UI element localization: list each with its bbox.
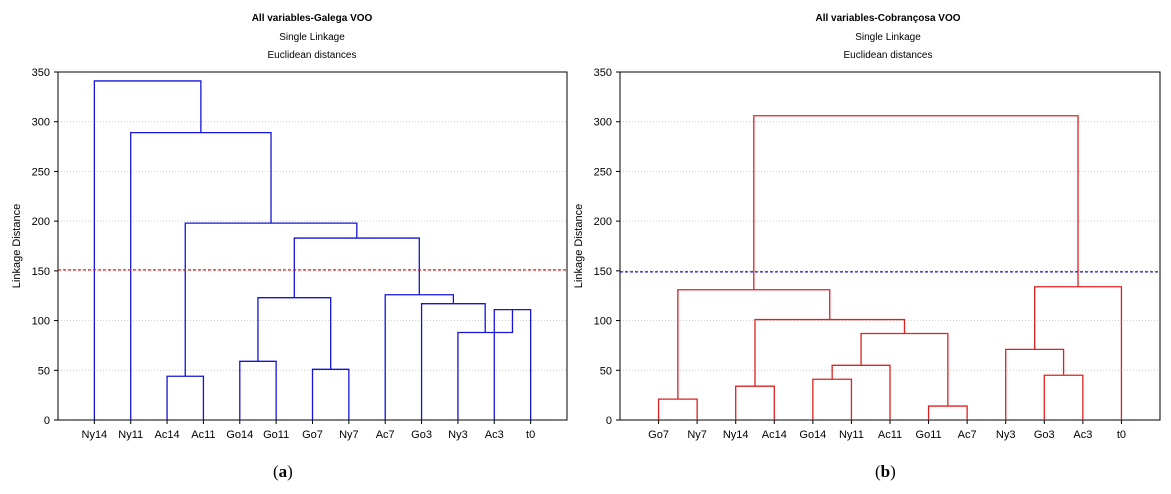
dendrogram-link [1005, 348, 1065, 420]
leaf-label: Go3 [1034, 429, 1055, 441]
leaf-label: Ac7 [376, 429, 395, 441]
y-tick-label: 250 [32, 166, 50, 178]
y-tick-label: 0 [606, 415, 612, 427]
plot-frame [57, 71, 568, 421]
y-tick-label: 150 [594, 266, 612, 278]
figure: All variables-Galega VOO Single Linkage Eu… [11, 13, 1161, 441]
y-axis-label: Linkage Distance [573, 204, 585, 288]
leaf-label: Go11 [263, 429, 289, 441]
leaf-label: Ny7 [687, 429, 707, 441]
chart-panel-a: All variables-Galega VOO Single Linkage Eu… [11, 13, 568, 441]
chart-title: All variables-Galega VOO [252, 13, 373, 24]
leaf-label: Go14 [799, 429, 826, 441]
y-tick-label: 150 [32, 266, 50, 278]
dendrogram-link [754, 318, 906, 387]
dendrogram-link [257, 297, 332, 370]
leaf-label: Go14 [226, 429, 253, 441]
y-tick-label: 100 [32, 316, 50, 328]
leaf-label: Ac11 [191, 429, 215, 441]
dendrogram-link [735, 385, 775, 420]
chart-subtitle: Euclidean distances [268, 50, 357, 61]
caption-open-paren: ( [273, 462, 279, 481]
leaf-label: Go7 [648, 429, 669, 441]
chart-subtitle: Euclidean distances [844, 50, 933, 61]
dendrogram-link [457, 309, 514, 420]
dendrogram-link [677, 289, 831, 400]
caption-a: (a) [273, 462, 293, 482]
dendrogram-link [166, 375, 205, 420]
leaf-label: Ac11 [878, 429, 902, 441]
dendrogram-link [384, 294, 455, 420]
chart-panel-b: All variables-Cobrançosa VOO Single Linka… [573, 13, 1161, 441]
y-tick-label: 50 [600, 365, 612, 377]
dendrogram-link [753, 115, 1079, 290]
dendrogram-link [860, 332, 949, 407]
caption-close-paren: ) [287, 462, 293, 481]
leaf-label: Ac7 [958, 429, 977, 441]
caption-letter: a [278, 462, 288, 481]
leaf-label: Ny3 [996, 429, 1016, 441]
leaf-label: Ny14 [723, 429, 749, 441]
caption-close-paren: ) [890, 462, 896, 481]
leaf-label: Go11 [916, 429, 942, 441]
y-tick-label: 300 [594, 117, 612, 129]
dendrogram-link [311, 368, 350, 420]
y-tick-label: 300 [32, 117, 50, 129]
y-axis-label: Linkage Distance [11, 204, 23, 288]
dendrogram-link [1043, 374, 1084, 420]
y-tick-label: 200 [594, 216, 612, 228]
caption-b: (b) [875, 462, 896, 482]
leaf-label: Ny14 [82, 429, 108, 441]
y-tick-label: 100 [594, 316, 612, 328]
y-tick-label: 350 [594, 67, 612, 79]
chart-subtitle: Single Linkage [855, 32, 921, 43]
leaf-label: Go7 [302, 429, 323, 441]
y-tick-label: 350 [32, 67, 50, 79]
dendrogram-link [1033, 286, 1123, 420]
leaf-label: Ac14 [155, 429, 180, 441]
leaf-label: Ny11 [839, 429, 864, 441]
dendrogram-link [93, 80, 202, 420]
leaf-label: Ac14 [762, 429, 787, 441]
dendrogram-link [293, 237, 420, 298]
chart-title: All variables-Cobrançosa VOO [815, 13, 960, 24]
leaf-label: Ac3 [485, 429, 504, 441]
leaf-label: Ny11 [118, 429, 143, 441]
leaf-label: Go3 [411, 429, 432, 441]
chart-subtitle: Single Linkage [279, 32, 345, 43]
dendrogram-link [812, 378, 853, 420]
y-tick-label: 0 [44, 415, 50, 427]
dendrogram-link [927, 405, 968, 420]
caption-open-paren: ( [875, 462, 881, 481]
y-tick-label: 50 [38, 365, 50, 377]
leaf-label: Ac3 [1073, 429, 1092, 441]
leaf-label: t0 [1117, 429, 1126, 441]
dendrogram-link [831, 364, 891, 420]
leaf-label: Ny7 [339, 429, 359, 441]
dendrogram-link [493, 308, 532, 420]
dendrogram-link [657, 398, 698, 420]
dendrogram-link [420, 303, 486, 420]
y-tick-label: 200 [32, 216, 50, 228]
leaf-label: Ny3 [448, 429, 468, 441]
caption-letter: b [880, 462, 891, 481]
dendrogram-link [239, 360, 277, 420]
y-tick-label: 250 [594, 166, 612, 178]
leaf-label: t0 [526, 429, 535, 441]
